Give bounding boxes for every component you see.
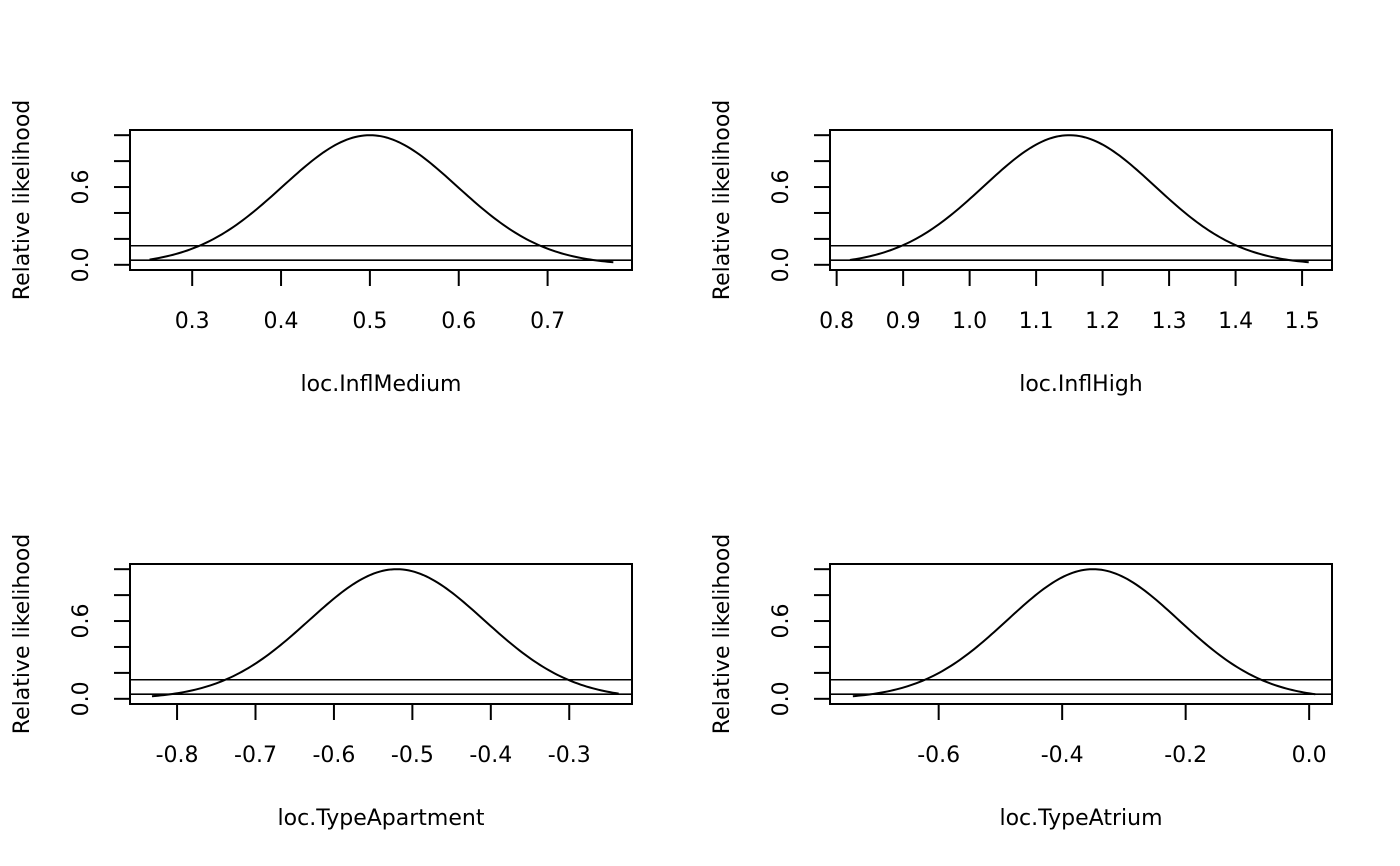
likelihood-curve — [852, 568, 1316, 698]
likelihood-curve — [151, 568, 619, 698]
panel-loc-typeapartment: loc.TypeApartment Relative likelihood -0… — [10, 534, 633, 831]
y-axis-title: Relative likelihood — [10, 534, 35, 734]
plot-frame — [129, 129, 633, 271]
y-tick-label: 0.6 — [69, 170, 94, 205]
x-tick-label: 1.1 — [1019, 309, 1054, 334]
x-tick-label: 0.0 — [1292, 743, 1327, 768]
x-tick-label: 0.6 — [441, 309, 476, 334]
y-tick-label: 0.0 — [769, 681, 794, 716]
x-axis-title: loc.InflMedium — [301, 372, 462, 397]
x-tick-label: -0.3 — [548, 743, 591, 768]
x-tick-label: 0.5 — [352, 309, 387, 334]
panel-loc-inflmedium: loc.InflMedium Relative likelihood 0.3 0.… — [10, 100, 633, 397]
y-tick-label: 0.0 — [69, 247, 94, 282]
x-tick-label: -0.5 — [391, 743, 434, 768]
x-axis-title: loc.TypeAtrium — [999, 806, 1162, 831]
x-tick-label: 0.7 — [530, 309, 565, 334]
y-tick-label: 0.6 — [769, 604, 794, 639]
x-tick-label: -0.2 — [1164, 743, 1207, 768]
plot-frame — [129, 563, 633, 705]
x-tick-label: -0.6 — [312, 743, 355, 768]
x-axis-title: loc.InflHigh — [1019, 372, 1143, 397]
plot-frame — [829, 563, 1333, 705]
x-tick-label: -0.8 — [156, 743, 199, 768]
x-tick-label: 1.4 — [1218, 309, 1253, 334]
x-tick-label: -0.7 — [234, 743, 277, 768]
x-tick-label: -0.4 — [1041, 743, 1084, 768]
x-tick-label: 0.4 — [264, 309, 299, 334]
x-tick-label: 0.3 — [175, 309, 210, 334]
panel-loc-inflhigh: loc.InflHigh Relative likelihood 0.8 0.9 1… — [710, 100, 1333, 397]
x-tick-label: 1.2 — [1085, 309, 1120, 334]
y-tick-label: 0.6 — [769, 170, 794, 205]
likelihood-curve — [149, 134, 614, 264]
y-tick-label: 0.0 — [69, 681, 94, 716]
x-tick-label: 1.3 — [1152, 309, 1187, 334]
likelihood-curve — [849, 134, 1309, 264]
x-tick-label: 1.5 — [1285, 309, 1320, 334]
y-axis-title: Relative likelihood — [710, 100, 735, 300]
x-tick-label: 0.8 — [819, 309, 854, 334]
y-tick-label: 0.6 — [69, 604, 94, 639]
x-tick-label: -0.4 — [469, 743, 512, 768]
x-tick-label: 1.0 — [952, 309, 987, 334]
plot-frame — [829, 129, 1333, 271]
x-axis-title: loc.TypeApartment — [278, 806, 485, 831]
y-axis-title: Relative likelihood — [710, 534, 735, 734]
y-axis-title: Relative likelihood — [10, 100, 35, 300]
panel-loc-typeatrium: loc.TypeAtrium Relative likelihood -0.6 -… — [710, 534, 1333, 831]
x-tick-label: 0.9 — [886, 309, 921, 334]
x-tick-label: -0.6 — [917, 743, 960, 768]
y-tick-label: 0.0 — [769, 247, 794, 282]
